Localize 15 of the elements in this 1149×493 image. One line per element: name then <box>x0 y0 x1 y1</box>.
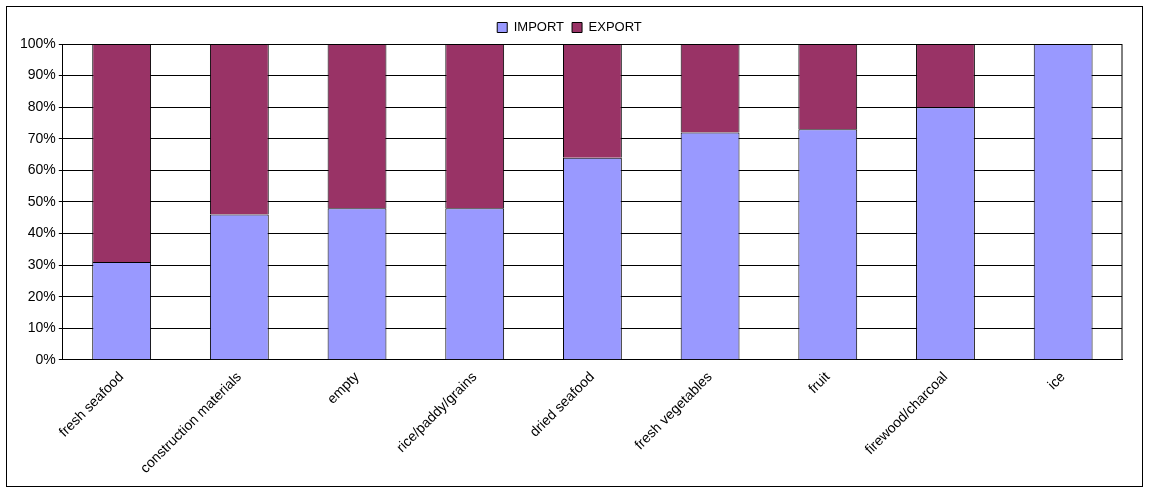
y-tick-label: 10% <box>27 319 56 336</box>
y-tick-label: 20% <box>27 287 56 304</box>
y-tick-label: 0% <box>35 350 56 367</box>
x-tick-label: ice <box>1044 368 1069 393</box>
x-tick-label: fruit <box>804 368 833 397</box>
y-tick-label: 50% <box>27 192 56 209</box>
y-tick-label: 40% <box>27 224 56 241</box>
legend-label: EXPORT <box>588 19 642 35</box>
y-tick-label: 70% <box>27 129 56 146</box>
y-tick-label: 90% <box>27 66 56 83</box>
y-tick-label: 60% <box>27 161 56 178</box>
y-tick-label: 80% <box>27 98 56 115</box>
y-tick-label: 100% <box>19 34 56 51</box>
legend-label: IMPORT <box>513 19 565 35</box>
y-tick-label: 30% <box>27 255 56 272</box>
